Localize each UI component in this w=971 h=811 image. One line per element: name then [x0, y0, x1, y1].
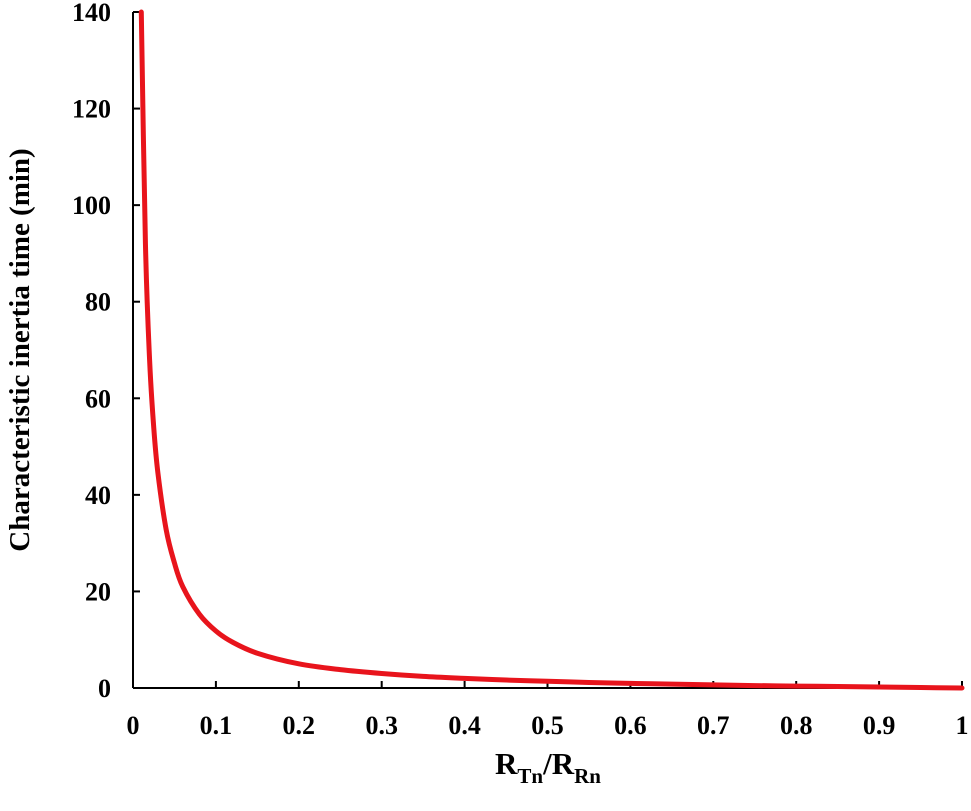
ticks-layer [132, 11, 963, 689]
x-tick-label: 0.4 [448, 711, 481, 740]
x-axis-title-main2: R [552, 746, 575, 781]
x-tick-label: 0.9 [863, 711, 896, 740]
y-axis-title: Characteristic inertia time (min) [4, 148, 36, 551]
axes-layer [132, 12, 962, 689]
x-axis-title-sub1: Tn [517, 764, 543, 788]
x-tick-label: 0 [127, 711, 140, 740]
y-tick-label: 140 [72, 0, 111, 27]
tick-labels-layer: 0 20 40 60 80 100 120 140 0 0.1 0.2 0.3 0.4 0.5 0.6 0.7… [72, 0, 969, 740]
x-tick-label: 0.1 [200, 711, 233, 740]
series-layer [138, 9, 965, 691]
y-tick-label: 60 [85, 384, 111, 413]
x-tick-label: 0.2 [283, 711, 316, 740]
x-axis-title-slash: / [542, 746, 552, 781]
x-tick-label: 0.6 [614, 711, 647, 740]
y-tick-label: 40 [85, 481, 111, 510]
x-tick-label: 1 [956, 711, 969, 740]
y-tick-label: 80 [85, 288, 111, 317]
series-line [138, 9, 965, 691]
x-axis-title: RTn/RRn [495, 746, 601, 788]
y-tick-label: 20 [85, 577, 111, 606]
x-tick-label: 0.8 [780, 711, 813, 740]
x-tick-label: 0.7 [697, 711, 730, 740]
y-tick-label: 0 [98, 674, 111, 703]
y-tick-label: 100 [72, 191, 111, 220]
x-tick-label: 0.3 [365, 711, 398, 740]
y-tick-label: 120 [72, 95, 111, 124]
x-axis-title-sub2: Rn [574, 764, 601, 788]
x-axis-title-main1: R [495, 746, 518, 781]
x-tick-label: 0.5 [531, 711, 564, 740]
